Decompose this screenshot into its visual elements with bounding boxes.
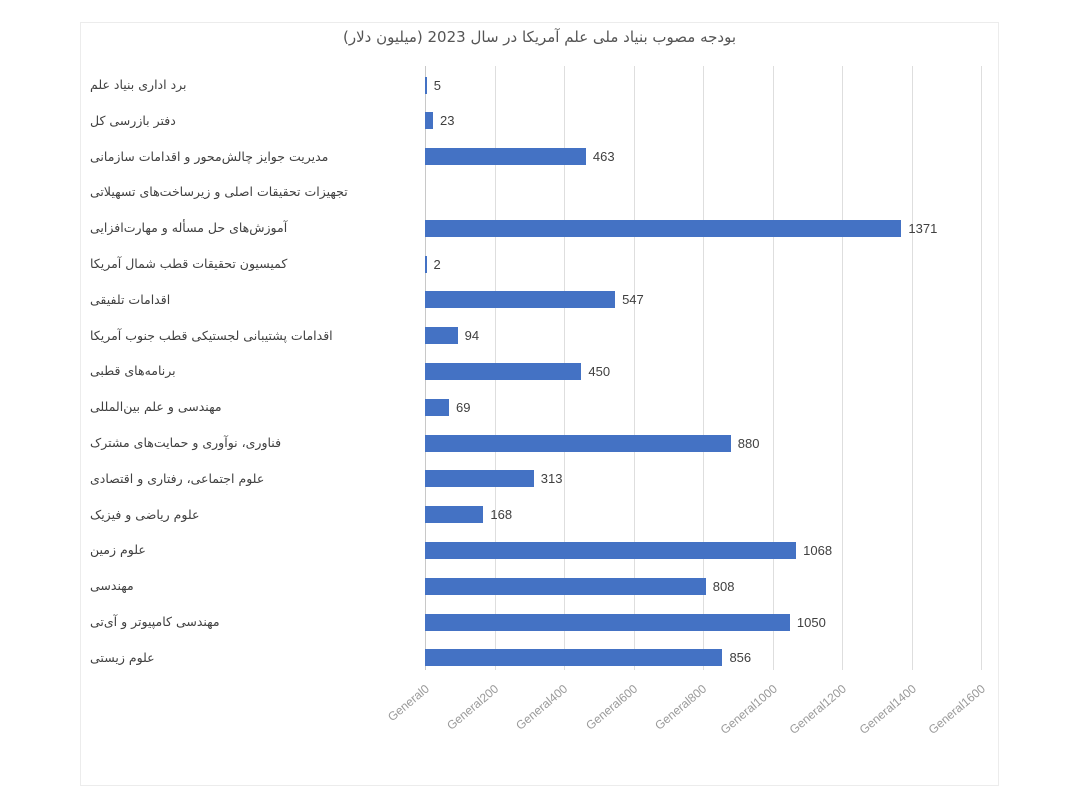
category-label: برنامه‌های قطبی <box>90 363 176 379</box>
value-label: 168 <box>490 507 513 523</box>
x-tick-label: General600 <box>582 681 640 733</box>
x-tick-label: General800 <box>652 681 710 733</box>
value-label: 2 <box>433 256 441 272</box>
bar[interactable] <box>425 112 433 130</box>
bar[interactable] <box>425 649 723 667</box>
value-label: 547 <box>622 292 644 308</box>
bar[interactable] <box>425 577 706 595</box>
category-label: تجهیزات تحقیقات اصلی و زیرساخت‌های تسهیل… <box>90 184 348 200</box>
bar[interactable] <box>425 506 484 524</box>
category-label: آموزش‌های حل مسأله و مهارت‌افزایی <box>90 220 288 236</box>
value-label: 1068 <box>803 542 833 558</box>
gridline <box>842 66 843 670</box>
x-tick-label: General0 <box>385 681 432 725</box>
gridline <box>911 66 913 670</box>
category-label: علوم زمین <box>90 542 146 558</box>
value-label: 5 <box>433 77 441 93</box>
bar[interactable] <box>425 255 427 273</box>
value-label: 856 <box>729 650 752 666</box>
value-label: 450 <box>588 363 611 379</box>
bar[interactable] <box>425 541 797 559</box>
x-tick-label: General1600 <box>925 681 988 737</box>
category-label: برد اداری بنیاد علم <box>90 77 187 92</box>
gridline <box>633 66 635 670</box>
bar[interactable] <box>425 76 427 94</box>
x-tick-label: General1200 <box>786 681 849 737</box>
x-tick-label: General1400 <box>856 681 919 737</box>
bar[interactable] <box>425 613 790 631</box>
gridline <box>703 66 704 670</box>
value-label: 69 <box>455 399 471 415</box>
chart-title: بودجه مصوب بنیاد ملی علم آمریکا در سال 2… <box>342 28 737 46</box>
value-label: 463 <box>592 149 615 165</box>
category-label: مدیریت جوایز چالش‌محور و اقدامات سازمانی <box>90 148 329 164</box>
value-label: 1371 <box>908 220 938 236</box>
category-label: دفتر بازرسی کل <box>90 112 176 128</box>
value-label: 23 <box>439 113 455 129</box>
bar[interactable] <box>425 362 582 380</box>
bar[interactable] <box>425 470 534 488</box>
bar[interactable] <box>425 291 616 309</box>
bar[interactable] <box>425 434 731 452</box>
x-tick-label: General1000 <box>717 681 780 737</box>
category-label: اقدامات تلفیقی <box>90 291 171 307</box>
category-label: مهندسی <box>90 578 134 594</box>
value-label: 1050 <box>796 614 826 630</box>
x-tick-label: General200 <box>443 681 501 733</box>
value-label: 808 <box>712 578 735 594</box>
gridline <box>981 66 982 670</box>
value-label: 94 <box>464 328 480 344</box>
category-label: علوم ریاضی و فیزیک <box>90 506 200 522</box>
bar[interactable] <box>425 148 586 166</box>
value-label: 313 <box>540 471 563 487</box>
bar[interactable] <box>425 219 902 237</box>
category-label: مهندسی و علم بین‌المللی <box>90 399 222 415</box>
category-label: مهندسی کامپیوتر و آی‌تی <box>90 614 220 629</box>
x-tick-label: General400 <box>513 681 571 733</box>
bar[interactable] <box>425 327 458 345</box>
bar[interactable] <box>425 398 449 416</box>
category-label: علوم اجتماعی، رفتاری و اقتصادی <box>90 470 265 486</box>
category-label: فناوری، نوآوری و حمایت‌های مشترک <box>90 435 282 450</box>
category-label: اقدامات پشتیبانی لجستیکی قطب جنوب آمریکا <box>90 327 333 343</box>
value-label: 880 <box>737 435 760 451</box>
category-label: علوم زیستی <box>90 649 155 665</box>
category-label: کمیسیون تحقیقات قطب شمال آمریکا <box>90 256 288 271</box>
gridline <box>772 66 774 670</box>
